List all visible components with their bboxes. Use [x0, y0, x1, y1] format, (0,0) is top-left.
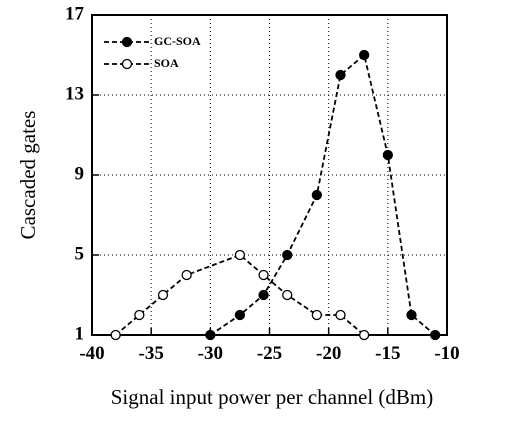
legend-marker: [121, 58, 133, 70]
point: [282, 289, 293, 301]
point: [234, 249, 246, 261]
y-tick-label: 1: [75, 323, 85, 344]
y-tick-label: 13: [65, 83, 84, 104]
point: [335, 309, 346, 321]
point: [430, 329, 441, 341]
x-tick-label: -15: [375, 343, 400, 364]
legend-label: SOA: [154, 56, 179, 70]
y-tick-label: 17: [65, 3, 85, 24]
x-tick-label: -35: [139, 343, 164, 364]
point: [382, 149, 393, 161]
y-axis-label: Cascaded gates: [16, 111, 40, 240]
series-line: [115, 253, 365, 336]
point: [110, 329, 121, 341]
point: [406, 309, 417, 321]
legend-label: GC-SOA: [154, 34, 201, 48]
point: [234, 309, 246, 321]
point: [134, 309, 145, 321]
point: [359, 329, 370, 341]
point: [335, 69, 346, 81]
series-line: [209, 53, 436, 336]
point: [157, 289, 169, 301]
x-axis-label: Signal input power per channel (dBm): [111, 385, 434, 409]
point: [181, 269, 192, 281]
point: [311, 309, 322, 321]
point: [205, 329, 216, 341]
x-tick-label: -25: [257, 343, 282, 364]
point: [311, 189, 322, 201]
point: [282, 249, 293, 261]
x-tick-label: -40: [79, 343, 104, 364]
point: [359, 49, 370, 61]
point: [258, 289, 269, 301]
point: [258, 269, 269, 281]
y-tick-label: 5: [75, 243, 85, 264]
x-tick-label: -30: [198, 343, 223, 364]
x-tick-label: -10: [434, 343, 459, 364]
legend-marker: [121, 36, 133, 48]
y-tick-label: 9: [75, 163, 85, 184]
plot-frame: [91, 14, 448, 336]
x-tick-label: -20: [316, 343, 341, 364]
